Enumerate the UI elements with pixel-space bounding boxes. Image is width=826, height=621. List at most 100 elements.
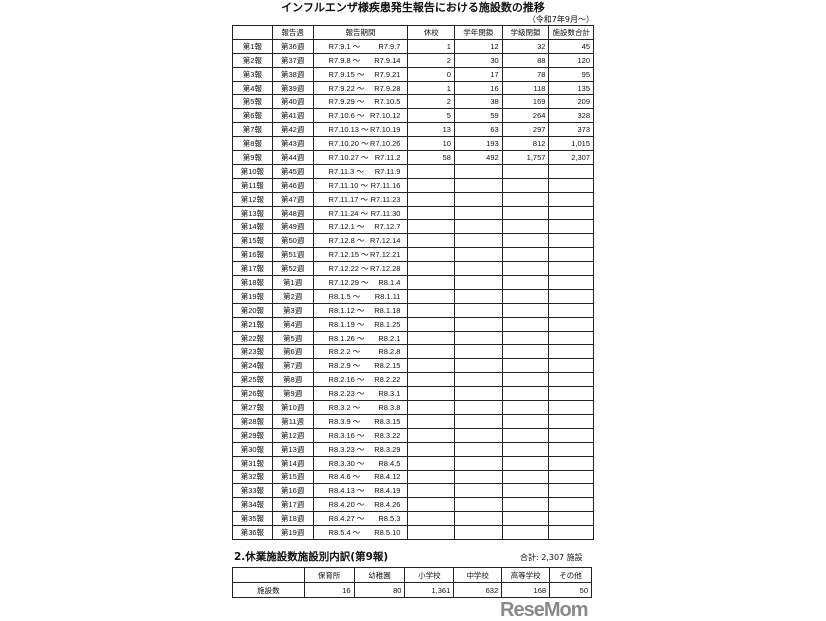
period-end: R7.10.26 xyxy=(370,139,401,149)
school-closure xyxy=(407,191,455,207)
period-end: R8.3.8 xyxy=(378,402,401,412)
report-number: 第28報 xyxy=(232,413,273,429)
report-week: 第52週 xyxy=(271,261,314,277)
report-period: R8.5.4 ～ R8.5.10 xyxy=(312,525,409,540)
facility-total xyxy=(548,497,594,513)
column-header: 中学校 xyxy=(453,567,503,583)
class-closure xyxy=(501,511,550,527)
report-period: R8.1.26 ～ R8.2.1 xyxy=(312,330,409,346)
period-start: R7.11.24 ～ xyxy=(328,208,369,218)
period-end: R7.10.12 xyxy=(370,111,401,121)
column-header: 小学校 xyxy=(404,567,455,583)
report-period: R7.12.22 ～ R7.12.28 xyxy=(312,261,409,277)
class-closure xyxy=(501,400,550,415)
report-week: 第10週 xyxy=(271,400,314,415)
report-number: 第19報 xyxy=(232,288,273,304)
table-row: 第26報 第9週 R8.2.23 ～ R8.3.1 xyxy=(232,386,594,402)
report-number: 第34報 xyxy=(232,497,273,513)
column-header: 学年閉鎖 xyxy=(453,25,503,40)
facility-total xyxy=(548,275,594,290)
period-end: R8.1.25 xyxy=(374,319,401,329)
school-closure: 58 xyxy=(407,150,455,165)
table-row: 第9報 第44週 R7.10.27 ～ R7.11.2 58 492 1,757 2,307 xyxy=(232,150,594,165)
school-closure: 13 xyxy=(407,122,455,138)
grade-closure xyxy=(453,483,503,499)
grade-closure xyxy=(453,469,503,485)
grade-closure xyxy=(453,344,503,360)
report-number: 第26報 xyxy=(232,386,273,402)
class-closure: 1,757 xyxy=(501,150,550,165)
table-row: 第27報 第10週 R8.3.2 ～ R8.3.8 xyxy=(232,400,594,415)
report-period: R8.4.27 ～ R8.5.3 xyxy=(312,511,409,527)
period-end: R7.9.7 xyxy=(378,41,401,51)
period-note: （令和7年9月～） xyxy=(527,15,594,24)
period-end: R8.4.26 xyxy=(374,500,401,510)
period-start: R8.3.23 ～ xyxy=(328,444,365,454)
facility-total xyxy=(548,261,594,277)
class-closure xyxy=(501,288,550,304)
grade-closure xyxy=(453,358,503,374)
period-start: R8.3.9 ～ xyxy=(328,416,361,426)
grade-closure xyxy=(453,247,503,263)
grade-closure xyxy=(453,302,503,318)
report-period: R8.2.16 ～ R8.2.22 xyxy=(312,372,409,388)
school-closure xyxy=(407,163,455,179)
report-number: 第7報 xyxy=(232,122,273,138)
facility-count: 50 xyxy=(549,582,592,598)
class-closure xyxy=(501,427,550,443)
report-number: 第24報 xyxy=(232,358,273,374)
period-end: R8.4.5 xyxy=(378,458,401,468)
column-header xyxy=(232,25,273,40)
report-week: 第41週 xyxy=(271,108,314,124)
class-closure: 78 xyxy=(501,66,550,82)
resemom-watermark-logo: ReseMom xyxy=(500,599,588,621)
school-closure xyxy=(407,400,455,415)
class-closure xyxy=(501,469,550,485)
school-closure xyxy=(407,441,455,457)
report-number: 第12報 xyxy=(232,191,273,207)
report-week: 第46週 xyxy=(271,177,314,193)
table-row: 第3報 第38週 R7.9.15 ～ R7.9.21 0 17 78 95 xyxy=(232,66,594,82)
class-closure xyxy=(501,191,550,207)
period-end: R8.5.10 xyxy=(374,528,401,537)
report-number: 第3報 xyxy=(232,66,273,82)
report-period: R7.12.29 ～ R8.1.4 xyxy=(312,275,409,290)
breakdown-table: 保育所 幼稚園 小学校 中学校 高等学校 その他 施設数 16 80 1,361 632 168 50 xyxy=(232,567,592,598)
grade-closure xyxy=(453,191,503,207)
facility-total xyxy=(548,483,594,499)
table-row: 第19報 第2週 R8.1.5 ～ R8.1.11 xyxy=(232,288,594,304)
report-week: 第45週 xyxy=(271,163,314,179)
school-closure: 10 xyxy=(407,136,455,152)
grade-closure xyxy=(453,427,503,443)
facility-count: 168 xyxy=(501,582,551,598)
period-start: R7.9.15 ～ xyxy=(328,69,365,79)
report-period: R8.3.9 ～ R8.3.15 xyxy=(312,413,409,429)
period-end: R8.1.18 xyxy=(374,305,401,315)
report-number: 第29報 xyxy=(232,427,273,443)
report-week: 第8週 xyxy=(271,372,314,388)
report-week: 第49週 xyxy=(271,219,314,235)
grade-closure xyxy=(453,511,503,527)
report-number: 第25報 xyxy=(232,372,273,388)
grade-closure xyxy=(453,205,503,221)
facility-total: 373 xyxy=(548,122,594,138)
column-header: 保育所 xyxy=(303,567,355,583)
report-week: 第13週 xyxy=(271,441,314,457)
report-period: R7.9.15 ～ R7.9.21 xyxy=(312,66,409,82)
report-week: 第47週 xyxy=(271,191,314,207)
report-week: 第44週 xyxy=(271,150,314,165)
school-closure xyxy=(407,413,455,429)
period-end: R8.3.15 xyxy=(374,416,401,426)
report-week: 第42週 xyxy=(271,122,314,138)
facility-total: 95 xyxy=(548,66,594,82)
grade-closure xyxy=(453,497,503,513)
table-row: 第17報 第52週 R7.12.22 ～ R7.12.28 xyxy=(232,261,594,277)
table-row: 第11報 第46週 R7.11.10 ～ R7.11.16 xyxy=(232,177,594,193)
report-week: 第51週 xyxy=(271,247,314,263)
class-closure: 88 xyxy=(501,52,550,68)
facility-total xyxy=(548,330,594,346)
report-number: 第4報 xyxy=(232,80,273,96)
period-end: R8.3.1 xyxy=(378,389,401,399)
report-week: 第48週 xyxy=(271,205,314,221)
class-closure: 118 xyxy=(501,80,550,96)
